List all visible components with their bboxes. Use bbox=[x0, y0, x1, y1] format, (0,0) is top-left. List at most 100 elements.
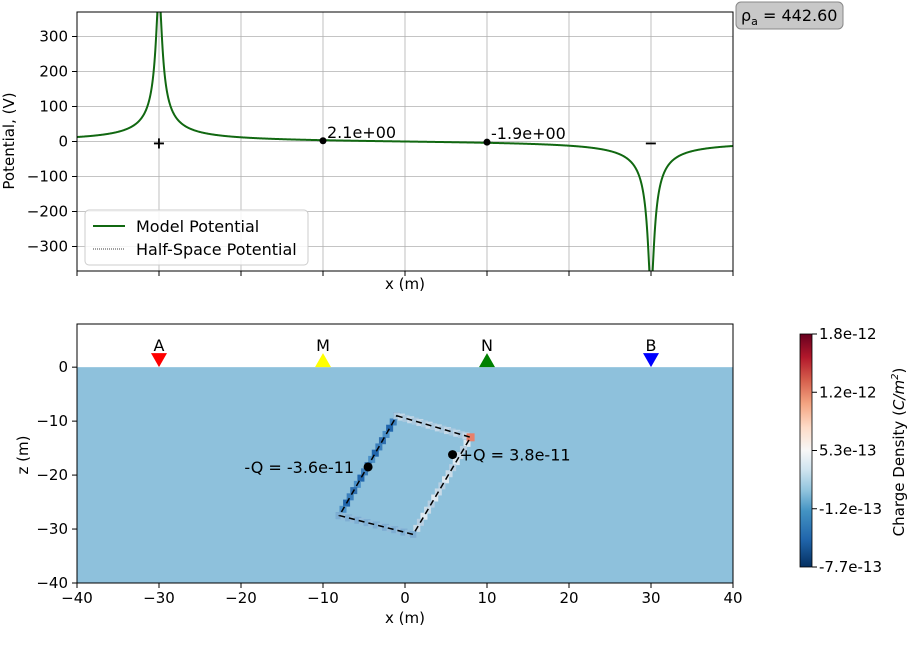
charge-cell bbox=[411, 417, 419, 425]
point-m bbox=[319, 137, 327, 145]
sink-marker: − bbox=[644, 134, 657, 153]
x-tick-label: −40 bbox=[61, 589, 93, 607]
y-tick-label: 100 bbox=[39, 98, 68, 116]
model-potential-curve bbox=[77, 12, 733, 271]
rho-value: = 442.60 bbox=[758, 6, 838, 25]
charge-cell bbox=[363, 519, 371, 527]
charge-cell bbox=[354, 516, 362, 524]
legend-label-halfspace: Half-Space Potential bbox=[136, 240, 297, 259]
charge-cell bbox=[357, 474, 365, 482]
electrode-n-label: N bbox=[481, 336, 493, 355]
electrode-b-label: B bbox=[646, 336, 657, 355]
colorbar-tick-label: 1.2e-12 bbox=[819, 383, 877, 401]
y-tick-label: −10 bbox=[36, 412, 68, 430]
x-tick-label: −10 bbox=[307, 589, 339, 607]
colorbar-tick-label: 5.3e-13 bbox=[819, 442, 877, 460]
y-tick-label: 300 bbox=[39, 28, 68, 46]
legend-label-model: Model Potential bbox=[136, 217, 259, 236]
colorbar-label-exp: 2 bbox=[890, 374, 901, 380]
point-n-label: -1.9e+00 bbox=[491, 124, 566, 143]
charge-cell bbox=[372, 521, 380, 529]
charge-cell bbox=[420, 420, 428, 428]
charge-cell bbox=[371, 449, 379, 457]
block-outline bbox=[338, 414, 472, 536]
section-plot: -Q = -3.6e-11 +Q = 3.8e-11 A M N B −40 −30 −2… bbox=[14, 323, 743, 627]
colorbar-ticks: 1.8e-12 1.2e-12 5.3e-13 -1.2e-13 -7.7e-13 bbox=[812, 325, 882, 576]
top-ylabel: Potential, (V) bbox=[0, 92, 18, 189]
x-tick-label: 10 bbox=[477, 589, 496, 607]
colorbar-label: Charge Density (C/m2) bbox=[890, 368, 908, 537]
negative-charge-center bbox=[363, 462, 373, 472]
charge-cell bbox=[386, 424, 394, 432]
charge-cell bbox=[441, 476, 449, 484]
resistivity-badge: ρa = 442.60 bbox=[735, 1, 844, 30]
colorbar-label-close: ) bbox=[890, 368, 908, 374]
source-marker: + bbox=[152, 134, 165, 153]
charge-cell bbox=[430, 423, 438, 431]
legend: Model Potential Half-Space Potential bbox=[84, 209, 309, 266]
electrode-a-label: A bbox=[154, 336, 165, 355]
potential-plot: −300 −200 −100 0 100 200 300 Potential, (V) x … bbox=[0, 1, 844, 293]
charge-cell bbox=[382, 523, 390, 531]
top-x-ticks bbox=[76, 271, 734, 276]
charge-cell bbox=[456, 452, 464, 460]
x-tick-label: −20 bbox=[225, 589, 257, 607]
y-tick-label: −200 bbox=[27, 203, 68, 221]
charge-cell bbox=[431, 494, 439, 502]
charge-cell bbox=[420, 512, 428, 520]
positive-charge-label: +Q = 3.8e-11 bbox=[460, 446, 571, 465]
charge-cell bbox=[439, 425, 447, 433]
x-tick-label: 40 bbox=[723, 589, 742, 607]
charge-cell bbox=[402, 414, 410, 422]
top-xlabel: x (m) bbox=[385, 275, 425, 293]
rho-symbol: ρ bbox=[741, 6, 751, 25]
rho-subscript: a bbox=[751, 15, 758, 28]
electrode-n-marker bbox=[479, 353, 495, 368]
bottom-xlabel: x (m) bbox=[385, 609, 425, 627]
bottom-x-ticks: −40 −30 −20 −10 0 10 20 30 40 bbox=[61, 583, 743, 607]
point-m-label: 2.1e+00 bbox=[327, 123, 396, 142]
electrode-m-marker bbox=[315, 353, 331, 368]
charge-cell bbox=[346, 493, 354, 501]
colorbar-gradient bbox=[799, 333, 813, 568]
negative-charge-label: -Q = -3.6e-11 bbox=[244, 458, 354, 477]
x-tick-label: 20 bbox=[559, 589, 578, 607]
x-tick-label: 30 bbox=[641, 589, 660, 607]
colorbar-label-unit: C/m bbox=[890, 380, 908, 410]
charge-cell bbox=[448, 428, 456, 436]
y-tick-label: −40 bbox=[36, 574, 68, 592]
x-tick-label: −30 bbox=[143, 589, 175, 607]
bottom-ylabel: z (m) bbox=[14, 436, 32, 475]
ground-region bbox=[77, 367, 733, 583]
charge-cell bbox=[445, 470, 453, 478]
y-tick-label: −30 bbox=[36, 520, 68, 538]
electrode-b-marker bbox=[643, 353, 659, 368]
y-tick-label: −20 bbox=[36, 466, 68, 484]
bottom-y-ticks: −40 −30 −20 −10 0 bbox=[36, 358, 77, 592]
point-n bbox=[483, 138, 491, 146]
colorbar: 1.8e-12 1.2e-12 5.3e-13 -1.2e-13 -7.7e-13 Ch… bbox=[799, 325, 908, 576]
colorbar-tick-label: 1.8e-12 bbox=[819, 325, 877, 343]
charge-cell bbox=[400, 528, 408, 536]
electrode-a-marker bbox=[151, 353, 167, 368]
charge-cell bbox=[457, 431, 465, 439]
svg-text:ρa = 442.60: ρa = 442.60 bbox=[741, 6, 837, 28]
charge-cell-positive bbox=[466, 433, 475, 442]
y-tick-label: −300 bbox=[27, 238, 68, 256]
colorbar-tick-label: -7.7e-13 bbox=[819, 558, 882, 576]
y-tick-label: −100 bbox=[27, 168, 68, 186]
top-y-ticks: −300 −200 −100 0 100 200 300 bbox=[27, 28, 77, 256]
y-tick-label: 0 bbox=[58, 358, 68, 376]
positive-charge-center bbox=[448, 450, 458, 460]
x-tick-label: 0 bbox=[400, 589, 410, 607]
electrode-m-label: M bbox=[316, 336, 330, 355]
charge-cell bbox=[382, 430, 390, 438]
colorbar-label-main: Charge Density ( bbox=[890, 410, 908, 536]
y-tick-label: 200 bbox=[39, 63, 68, 81]
charge-cell bbox=[391, 526, 399, 534]
colorbar-tick-label: -1.2e-13 bbox=[819, 500, 882, 518]
y-tick-label: 0 bbox=[58, 133, 68, 151]
charge-cell bbox=[409, 530, 417, 538]
